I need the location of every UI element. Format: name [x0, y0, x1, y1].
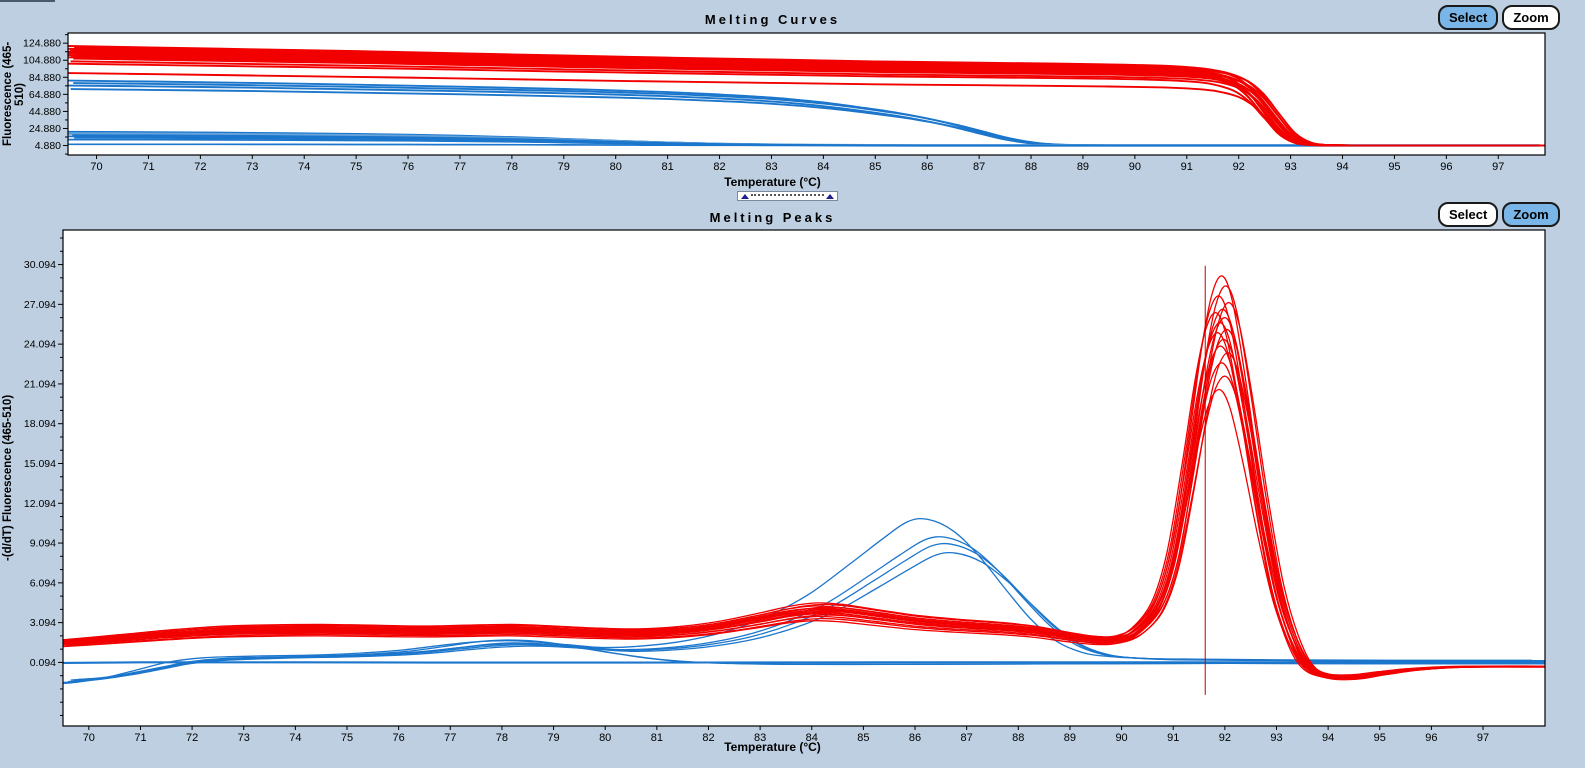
svg-text:24.094: 24.094 — [24, 339, 56, 351]
zoom-button[interactable]: Zoom — [1502, 202, 1560, 227]
svg-text:82: 82 — [713, 161, 725, 173]
melting-curves-title: Melting Curves — [704, 12, 841, 27]
melting-peaks-x-axis-title: Temperature (°C) — [724, 740, 821, 754]
svg-text:71: 71 — [134, 732, 146, 744]
svg-text:21.094: 21.094 — [24, 378, 56, 390]
svg-text:4.880: 4.880 — [35, 140, 61, 152]
svg-text:89: 89 — [1077, 161, 1089, 173]
svg-text:85: 85 — [857, 732, 869, 744]
svg-text:90: 90 — [1115, 732, 1127, 744]
svg-text:93: 93 — [1284, 161, 1296, 173]
svg-text:81: 81 — [662, 161, 674, 173]
svg-text:80: 80 — [610, 161, 622, 173]
svg-text:92: 92 — [1233, 161, 1245, 173]
svg-text:88: 88 — [1012, 732, 1024, 744]
svg-text:84: 84 — [817, 161, 829, 173]
svg-text:44.880: 44.880 — [29, 106, 61, 118]
melting-peaks-toolbar: Select Zoom — [1438, 202, 1560, 227]
svg-text:12.094: 12.094 — [24, 498, 56, 510]
svg-text:82: 82 — [702, 732, 714, 744]
svg-text:64.880: 64.880 — [29, 89, 61, 101]
svg-text:75: 75 — [341, 732, 353, 744]
svg-text:72: 72 — [186, 732, 198, 744]
select-button[interactable]: Select — [1438, 202, 1499, 227]
svg-text:30.094: 30.094 — [24, 259, 56, 271]
svg-text:83: 83 — [754, 732, 766, 744]
svg-text:79: 79 — [547, 732, 559, 744]
svg-text:73: 73 — [246, 161, 258, 173]
melting-curves-x-axis-title: Temperature (°C) — [724, 175, 821, 189]
svg-text:80: 80 — [599, 732, 611, 744]
svg-text:78: 78 — [506, 161, 518, 173]
svg-text:91: 91 — [1181, 161, 1193, 173]
svg-text:6.094: 6.094 — [30, 577, 56, 589]
svg-text:95: 95 — [1374, 732, 1386, 744]
svg-text:24.880: 24.880 — [29, 123, 61, 135]
svg-text:75: 75 — [350, 161, 362, 173]
svg-text:76: 76 — [402, 161, 414, 173]
svg-text:88: 88 — [1025, 161, 1037, 173]
svg-text:97: 97 — [1492, 161, 1504, 173]
svg-text:18.094: 18.094 — [24, 418, 56, 430]
svg-text:124.880: 124.880 — [23, 38, 61, 50]
svg-text:104.880: 104.880 — [23, 55, 61, 67]
svg-text:3.094: 3.094 — [30, 617, 56, 629]
svg-text:90: 90 — [1129, 161, 1141, 173]
svg-text:15.094: 15.094 — [24, 458, 56, 470]
window-corner-bar — [0, 0, 55, 2]
svg-text:96: 96 — [1425, 732, 1437, 744]
svg-text:86: 86 — [909, 732, 921, 744]
svg-text:76: 76 — [393, 732, 405, 744]
svg-text:9.094: 9.094 — [30, 538, 56, 550]
svg-text:70: 70 — [83, 732, 95, 744]
svg-text:73: 73 — [238, 732, 250, 744]
svg-text:93: 93 — [1270, 732, 1282, 744]
svg-text:78: 78 — [496, 732, 508, 744]
melting-curves-plot[interactable]: 124.880 104.880 84.880 64.880 44.880 24.880 4.… — [0, 30, 1585, 180]
select-button[interactable]: Select — [1438, 5, 1499, 30]
melting-curves-toolbar: Select Zoom — [1438, 5, 1560, 30]
svg-text:27.094: 27.094 — [24, 299, 56, 311]
svg-text:79: 79 — [558, 161, 570, 173]
svg-text:74: 74 — [289, 732, 301, 744]
svg-text:77: 77 — [444, 732, 456, 744]
svg-text:92: 92 — [1219, 732, 1231, 744]
svg-text:87: 87 — [973, 161, 985, 173]
svg-text:91: 91 — [1167, 732, 1179, 744]
svg-text:96: 96 — [1440, 161, 1452, 173]
svg-text:0.094: 0.094 — [30, 657, 56, 669]
svg-text:84: 84 — [806, 732, 818, 744]
svg-text:87: 87 — [961, 732, 973, 744]
svg-text:72: 72 — [194, 161, 206, 173]
slider-right-handle-icon[interactable] — [826, 193, 834, 199]
svg-text:70: 70 — [90, 161, 102, 173]
melting-peaks-plot[interactable]: 30.094 27.094 24.094 21.094 18.094 15.094 12.0… — [0, 228, 1585, 768]
svg-text:71: 71 — [142, 161, 154, 173]
melting-peaks-title: Melting Peaks — [709, 210, 836, 225]
svg-text:77: 77 — [454, 161, 466, 173]
svg-text:81: 81 — [651, 732, 663, 744]
svg-text:94: 94 — [1322, 732, 1334, 744]
svg-text:97: 97 — [1477, 732, 1489, 744]
svg-text:95: 95 — [1388, 161, 1400, 173]
svg-text:83: 83 — [765, 161, 777, 173]
svg-text:94: 94 — [1336, 161, 1348, 173]
svg-text:86: 86 — [921, 161, 933, 173]
svg-text:74: 74 — [298, 161, 310, 173]
svg-text:84.880: 84.880 — [29, 72, 61, 84]
slider-left-handle-icon[interactable] — [741, 193, 749, 199]
slider-track[interactable] — [751, 193, 824, 196]
svg-text:85: 85 — [869, 161, 881, 173]
x-axis-range-slider[interactable] — [737, 191, 838, 201]
svg-text:89: 89 — [1064, 732, 1076, 744]
zoom-button[interactable]: Zoom — [1502, 5, 1560, 30]
